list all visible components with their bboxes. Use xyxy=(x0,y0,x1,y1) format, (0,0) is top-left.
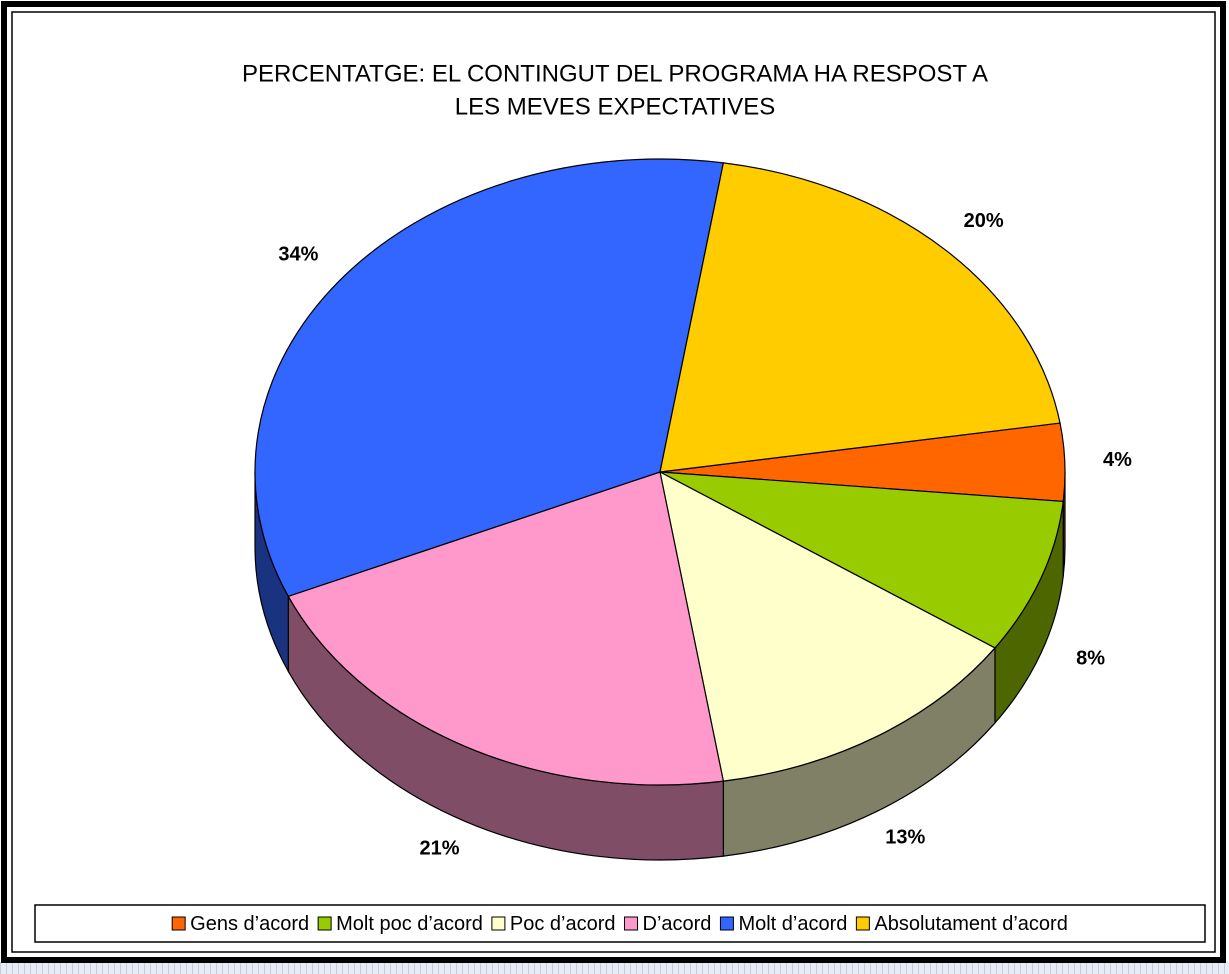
chart-title: LES MEVES EXPECTATIVES xyxy=(455,93,776,120)
data-label: 13% xyxy=(885,826,925,848)
data-label: 8% xyxy=(1076,648,1105,670)
pie-slice xyxy=(254,158,725,598)
data-label: 4% xyxy=(1103,449,1132,471)
legend-label: Molt d’acord xyxy=(738,913,847,935)
chart-title: PERCENTATGE: EL CONTINGUT DEL PROGRAMA H… xyxy=(242,60,988,87)
legend-swatch xyxy=(719,916,734,931)
plot-frame xyxy=(11,11,1216,953)
data-label: 21% xyxy=(420,838,460,860)
legend xyxy=(34,904,1206,943)
legend-entries: Gens d’acord Molt poc d’acord Poc d’acord D… xyxy=(171,913,1068,935)
legend-label: Poc d’acord xyxy=(510,913,616,935)
legend-label: Gens d’acord xyxy=(190,913,309,935)
pie-slice xyxy=(659,162,1061,473)
legend-swatch xyxy=(491,916,506,931)
legend-swatch xyxy=(317,916,332,931)
sheet-strip xyxy=(0,962,1229,974)
legend-label: D’acord xyxy=(643,913,712,935)
legend-label: Absolutament d’acord xyxy=(874,913,1067,935)
pie-slice xyxy=(287,471,725,786)
legend-swatch xyxy=(171,916,186,931)
pie-slice xyxy=(659,471,1064,649)
pie-sides xyxy=(254,471,1066,861)
pie-slice xyxy=(659,470,996,782)
data-label: 34% xyxy=(278,244,318,266)
data-label: 20% xyxy=(964,210,1004,232)
data-labels: 4% 8% 13% 21% 34% 20% xyxy=(278,210,1132,860)
pie-tops xyxy=(254,158,1066,786)
legend-swatch xyxy=(855,916,870,931)
legend-label: Molt poc d’acord xyxy=(336,913,483,935)
legend-swatch xyxy=(624,916,639,931)
